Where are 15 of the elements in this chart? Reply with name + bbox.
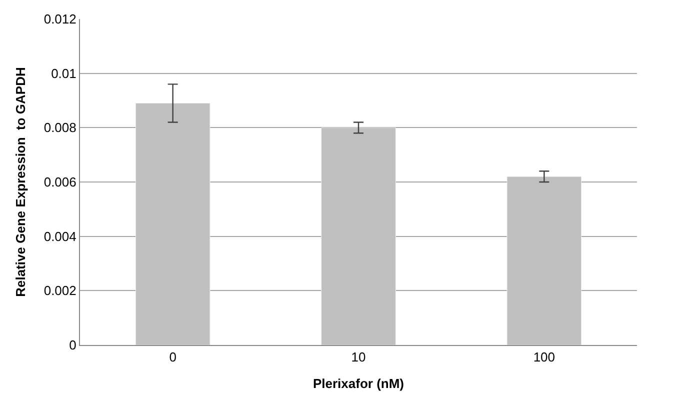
- y-tick-label: 0.006: [44, 174, 76, 190]
- y-tick-label: 0.012: [44, 12, 76, 27]
- x-tick-label: 100: [533, 350, 556, 365]
- x-axis-title: Plerixafor (nM): [312, 376, 404, 392]
- bar: [135, 102, 210, 345]
- y-tick-label: 0: [69, 338, 76, 353]
- y-tick-label: 0.002: [44, 283, 76, 298]
- y-axis-title: Relative Gene Expression to GAPDH: [12, 67, 28, 297]
- x-tick-label: 10: [351, 350, 366, 365]
- y-tick-label: 0.004: [44, 228, 76, 244]
- bar: [506, 176, 582, 345]
- y-tick-label: 0.01: [51, 66, 76, 81]
- y-tick-label: 0.008: [44, 120, 76, 136]
- bar: [321, 127, 396, 345]
- x-tick-label: 0: [169, 350, 176, 365]
